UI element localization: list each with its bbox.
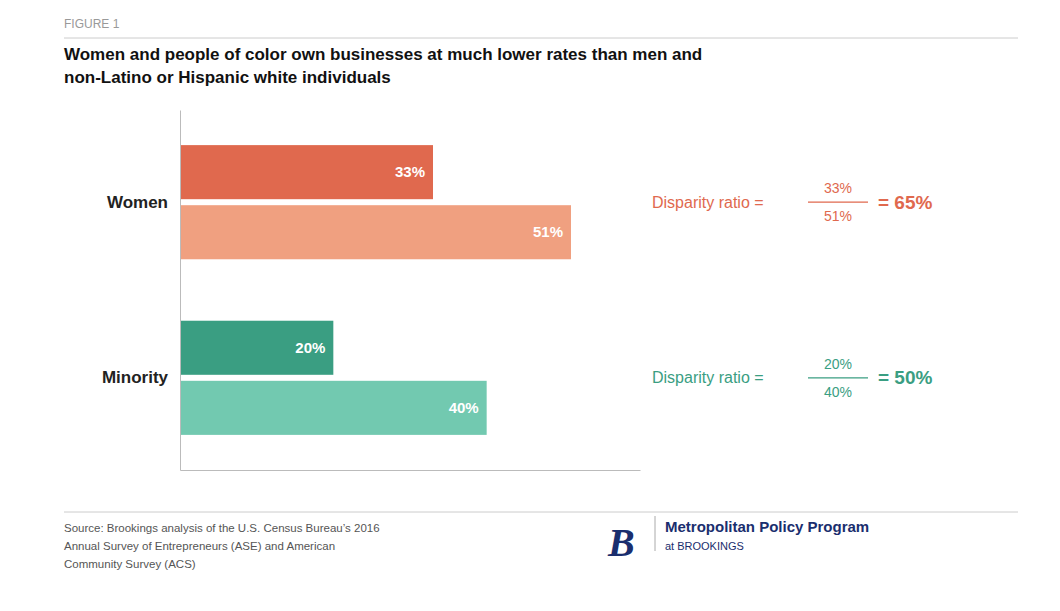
bar — [180, 381, 487, 435]
disparity-result: = 65% — [878, 192, 933, 213]
data-label: 20% — [295, 339, 325, 356]
numerator: 33% — [824, 180, 852, 196]
y-tick: Minority — [102, 368, 180, 387]
y-axis-line — [180, 111, 181, 471]
y-axis: Women Minority — [102, 111, 181, 471]
data-label: 51% — [533, 223, 563, 240]
disparity-text: Disparity ratio = — [652, 194, 764, 211]
rule — [64, 512, 1018, 513]
y-tick-label: Minority — [102, 368, 169, 387]
data-labels: 33% 20% 51% 40% — [295, 163, 563, 416]
figure-label: FIGURE 1 — [64, 17, 120, 31]
disparity-text: Disparity ratio = — [652, 369, 764, 386]
disparity-ratio: Disparity ratio = 33% 51% = 65% — [652, 180, 933, 224]
x-axis — [181, 470, 641, 471]
source-line: Community Survey (ACS) — [64, 558, 196, 570]
source: Source: Brookings analysis of the U.S. C… — [64, 522, 380, 570]
source-line: Annual Survey of Entrepreneurs (ASE) and… — [64, 540, 335, 552]
x-axis-line — [181, 470, 641, 471]
chart: FIGURE 1 Women and people of color own bu… — [0, 0, 1060, 611]
title-line: Women and people of color own businesses… — [64, 45, 702, 64]
denominator: 40% — [824, 384, 852, 400]
bars — [180, 145, 571, 435]
fraction-line — [808, 377, 868, 378]
data-label: 33% — [395, 163, 425, 180]
logo-mark: B — [607, 520, 635, 565]
data-label: 40% — [449, 399, 479, 416]
logo-subtext: at BROOKINGS — [665, 540, 744, 552]
fraction-line — [808, 202, 868, 203]
bar — [180, 145, 433, 199]
plot: 33% 20% 51% 40% Women Minority — [102, 111, 641, 471]
bar — [180, 321, 333, 375]
denominator: 51% — [824, 208, 852, 224]
bar — [180, 205, 571, 259]
y-tick-label: Women — [107, 193, 168, 212]
title-line: non-Latino or Hispanic white individuals — [64, 68, 391, 87]
disparity-ratio: Disparity ratio = 20% 40% = 50% — [652, 356, 933, 400]
title: Women and people of color own businesses… — [64, 45, 702, 87]
rule — [64, 38, 1018, 39]
divider — [655, 516, 656, 551]
y-tick: Women — [107, 193, 180, 212]
logo-text: Metropolitan Policy Program — [665, 518, 869, 535]
disparity-result: = 50% — [878, 367, 933, 388]
numerator: 20% — [824, 356, 852, 372]
source-line: Source: Brookings analysis of the U.S. C… — [64, 522, 380, 534]
